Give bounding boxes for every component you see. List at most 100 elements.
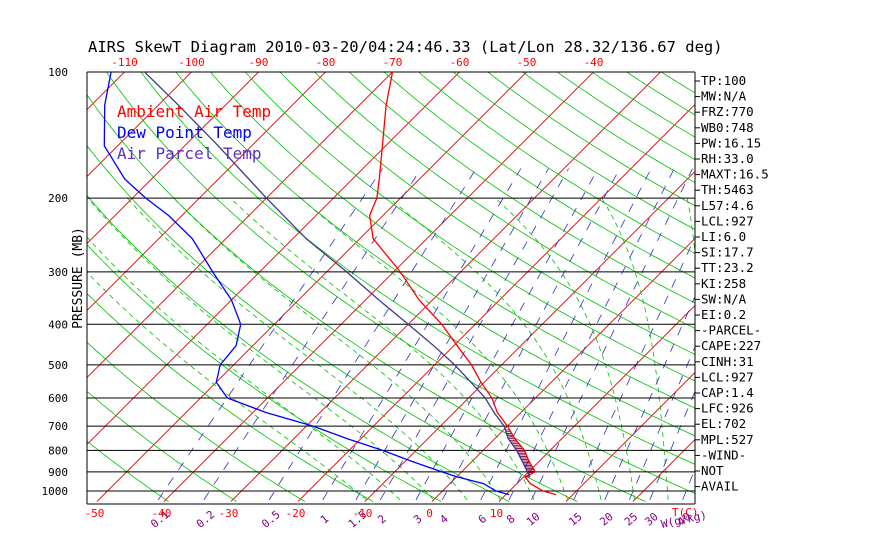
index-entry: -WIND- (701, 447, 746, 462)
isotherm-line (565, 371, 695, 502)
bottom-temp-tick-label: -10 (353, 507, 373, 520)
index-entry: EL:702 (701, 416, 746, 431)
isotherm-line (834, 63, 870, 502)
ambient-temp-line (368, 72, 557, 496)
parcel-line (144, 72, 531, 478)
dry-adiabat-line (279, 72, 695, 355)
mixing-ratio-line (480, 168, 652, 501)
mixing-ratio-label: 3 (411, 512, 424, 526)
top-temp-tick-label: -60 (450, 56, 470, 69)
isotherm-line (87, 72, 327, 312)
index-entry: EI:0.2 (701, 307, 746, 322)
index-entry: AVAIL (701, 479, 739, 494)
mixing-ratio-label: 10 (524, 510, 543, 528)
legend: Ambient Air Temp Dew Point Temp Air Parcel… (117, 102, 271, 163)
index-entry: TH:5463 (701, 182, 754, 197)
pressure-tick-label: 700 (48, 420, 68, 433)
isotherm-line (163, 72, 595, 502)
index-entry: MW:N/A (701, 89, 747, 104)
moist-adiabat-line (87, 271, 367, 501)
mixing-ratio-label: 6 (476, 512, 489, 526)
dry-adiabat-line (452, 72, 695, 230)
profile-lines (103, 72, 557, 496)
index-entry: RH:33.0 (701, 151, 754, 166)
mixing-ratio-label: 30 (642, 510, 661, 528)
isobar-lines (86, 71, 696, 505)
pressure-tick-label: 100 (48, 66, 68, 79)
index-entry: SW:N/A (701, 291, 747, 306)
mixing-ratio-label: 4 (437, 512, 451, 526)
legend-entry: Ambient Air Temp (117, 102, 271, 121)
moist-adiabat-line (87, 197, 434, 501)
index-entry: LCL:927 (701, 369, 754, 384)
bottom-temp-tick-label: 10 (490, 507, 503, 520)
dry-adiabat-line (383, 72, 695, 279)
pressure-tick-label: 900 (48, 466, 68, 479)
isotherm-line (87, 72, 394, 379)
dry-adiabat-line (818, 63, 870, 502)
index-entry: PW:16.15 (701, 135, 761, 150)
moist-adiabat-line (126, 197, 468, 501)
isotherm-line (431, 237, 695, 502)
pressure-tick-label: 500 (48, 359, 68, 372)
moist-adiabat-line (230, 197, 535, 501)
index-entry: L57:4.6 (701, 198, 754, 213)
mixing-ratio-label: 1 (318, 512, 331, 526)
index-entry: LCL:927 (701, 213, 754, 228)
index-entry: TT:23.2 (701, 260, 754, 275)
top-temp-tick-label: -40 (584, 56, 604, 69)
mixing-ratio-line (203, 168, 422, 501)
index-entry: FRZ:770 (701, 104, 754, 119)
mixing-ratio-line (573, 236, 695, 501)
mixing-ratio-label: 0.5 (259, 508, 283, 531)
top-temp-tick-label: -50 (517, 56, 537, 69)
temp-unit-label: T(C) (672, 506, 699, 519)
dry-adiabat-line (348, 72, 695, 304)
top-temp-tick-label: -70 (383, 56, 403, 69)
mixing-ratio-line (441, 168, 621, 501)
moist-adiabat-line (495, 197, 635, 500)
mixing-ratio-label: 0.2 (194, 508, 218, 531)
index-entry: KI:258 (701, 276, 746, 291)
isotherm-line (498, 304, 695, 502)
dry-adiabat-line (313, 72, 695, 329)
mixing-ratio-line (531, 168, 693, 501)
dry-adiabat-line (487, 72, 695, 207)
dry-adiabat-line (244, 72, 695, 382)
index-entry: TP:100 (701, 73, 746, 88)
moist-adiabat-line (87, 236, 401, 501)
mixing-ratio-line (628, 345, 695, 501)
isotherm-line (230, 72, 662, 502)
index-entry: CAP:1.4 (701, 385, 754, 400)
index-entry: LFC:926 (701, 401, 754, 416)
isotherm-line (0, 63, 67, 502)
pressure-tick-label: 1000 (42, 485, 69, 498)
legend-entry: Dew Point Temp (117, 123, 252, 142)
moist-adiabat-line (300, 197, 568, 501)
mixing-ratio-label: 20 (597, 510, 616, 528)
mixing-ratio-label: 2 (375, 512, 388, 526)
index-entry: -PARCEL- (701, 323, 761, 338)
legend-entry: Air Parcel Temp (117, 144, 262, 163)
bottom-temp-tick-label: -40 (152, 507, 172, 520)
pressure-tick-label: 300 (48, 266, 68, 279)
mixing-ratio-line (508, 168, 675, 501)
index-entry: LI:6.0 (701, 229, 746, 244)
isotherm-line (364, 170, 695, 502)
pressure-tick-label: 800 (48, 444, 68, 457)
mixing-ratio-label: 25 (622, 510, 641, 528)
moist-adiabat-line (173, 197, 501, 501)
mixing-ratio-line (157, 168, 383, 501)
dry-adiabat-line (784, 63, 870, 502)
index-entry: CAPE:227 (701, 338, 761, 353)
isotherm-line (87, 72, 461, 446)
dry-adiabat-line (852, 63, 870, 502)
cape-hatch-region (505, 429, 536, 478)
isotherm-line (87, 72, 193, 178)
isotherm-line (87, 72, 126, 111)
top-temp-tick-label: -90 (249, 56, 269, 69)
mixing-ratio-label: 15 (566, 510, 585, 528)
top-temp-tick-label: -100 (178, 56, 205, 69)
moist-adiabat-line (601, 197, 669, 500)
top-temp-tick-label: -110 (111, 56, 138, 69)
